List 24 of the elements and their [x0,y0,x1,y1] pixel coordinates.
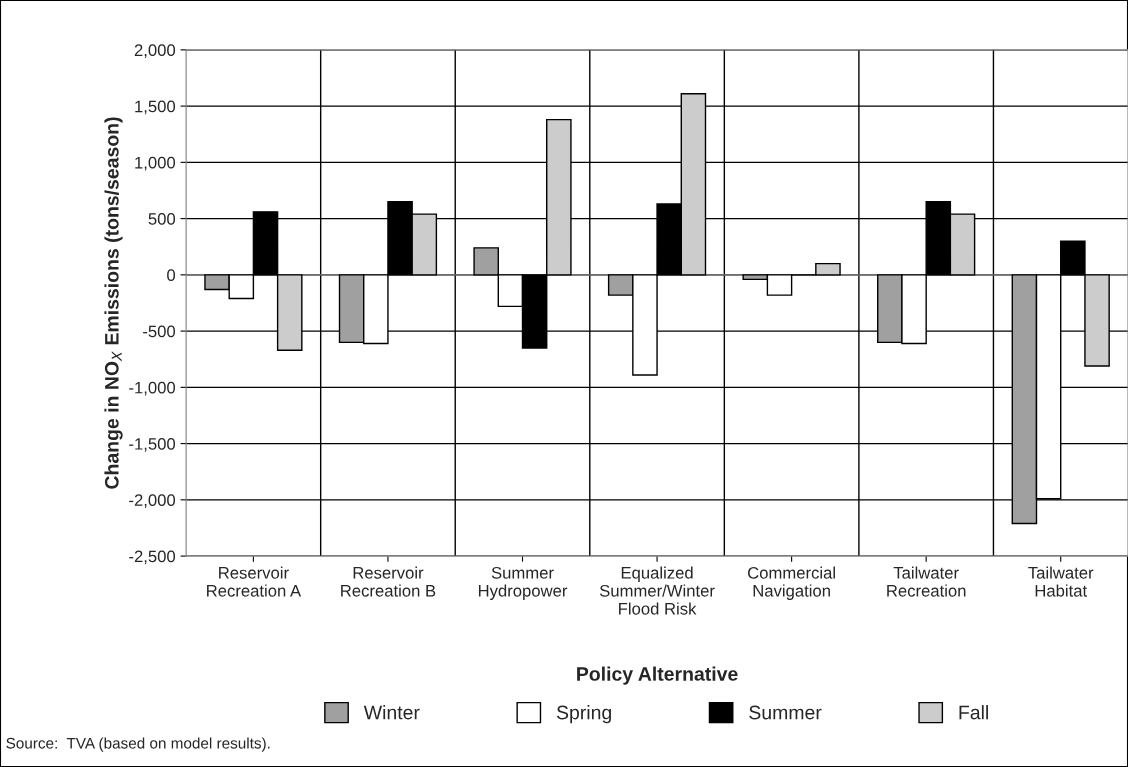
y-tick-label: -1,000 [129,381,176,396]
y-tick-label: -500 [143,325,176,338]
y-tick-label: 500 [148,213,176,225]
legend-label: Winter [363,705,420,720]
y-tick-label: 1,500 [135,100,176,115]
y-tick-label: -2,000 [129,494,176,508]
y-tick-label: 1,000 [135,156,176,171]
x-tick-label: Reservoir Recreation B [341,566,436,597]
x-tick-label: Reservoir Recreation A [207,566,302,597]
x-tick-label: Commercial Navigation [748,566,835,600]
y-tick-label: 2,000 [134,44,176,59]
x-tick-label: Tailwater Habitat [1028,566,1094,597]
legend-label: Summer [749,705,822,720]
x-tick-label: Tailwater Recreation [887,566,966,597]
x-tick-label: Equalized Summer/Winter Flood Risk [599,566,715,615]
y-tick-label: -2,500 [129,550,176,565]
y-axis-title: Change in NO$_{X}$ Emissions (tons/season) [104,117,123,489]
source-note: Source: TVA (based on model results). [6,737,270,752]
legend-label: Fall [959,705,988,720]
x-tick-label: Summer Hydropower [478,566,568,600]
y-tick-label: 0 [167,269,176,282]
x-axis-title: Policy Alternative [577,666,738,685]
legend-label: Spring [556,705,611,724]
y-tick-label: -1,500 [129,437,176,452]
